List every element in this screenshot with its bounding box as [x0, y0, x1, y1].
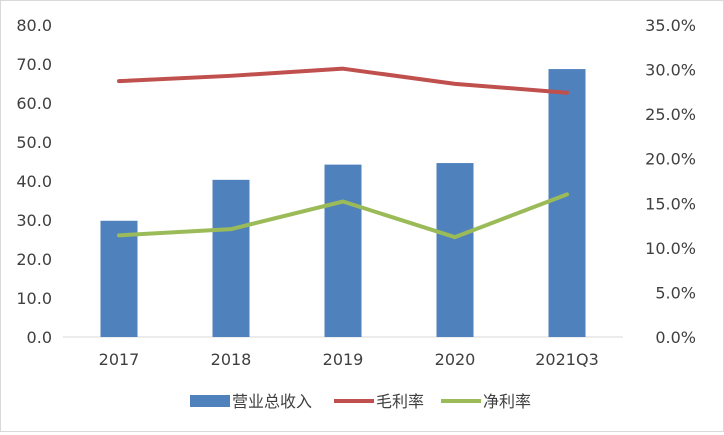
- revenue-bars: [100, 69, 586, 337]
- left-tick-label: 20.0: [16, 250, 52, 269]
- right-tick-label: 5.0%: [655, 283, 696, 302]
- right-tick-label: 10.0%: [645, 239, 696, 258]
- left-tick-label: 50.0: [16, 133, 52, 152]
- left-tick-label: 70.0: [16, 55, 52, 74]
- right-tick-label: 25.0%: [645, 105, 696, 124]
- revenue-bar: [212, 179, 250, 337]
- left-axis-ticks: 0.0 10.0 20.0 30.0 40.0 50.0 60.0 70.0 80.0: [16, 16, 52, 347]
- x-tick-label: 2021Q3: [535, 350, 599, 369]
- revenue-bar: [548, 69, 586, 337]
- legend-label: 净利率: [483, 392, 531, 411]
- left-tick-label: 30.0: [16, 211, 52, 230]
- legend-label: 毛利率: [376, 392, 424, 411]
- left-tick-label: 80.0: [16, 16, 52, 35]
- left-tick-label: 60.0: [16, 94, 52, 113]
- x-tick-label: 2019: [323, 350, 364, 369]
- x-tick-label: 2018: [211, 350, 252, 369]
- right-tick-label: 0.0%: [655, 328, 696, 347]
- right-tick-label: 30.0%: [645, 61, 696, 80]
- left-tick-label: 10.0: [16, 289, 52, 308]
- right-tick-label: 15.0%: [645, 194, 696, 213]
- x-axis-ticks: 2017 2018 2019 2020 2021Q3: [99, 350, 599, 369]
- right-tick-label: 35.0%: [645, 16, 696, 35]
- series-line: [117, 192, 569, 240]
- margin-lines: [117, 66, 569, 240]
- right-tick-label: 20.0%: [645, 150, 696, 169]
- revenue-bar: [436, 163, 474, 337]
- revenue-bar: [324, 164, 362, 337]
- legend-label: 营业总收入: [232, 392, 312, 411]
- revenue-bar: [100, 220, 138, 337]
- legend: 营业总收入 毛利率 净利率: [190, 392, 531, 411]
- right-axis-ticks: 0.0% 5.0% 10.0% 15.0% 20.0% 25.0% 30.0% 35.0%: [645, 16, 696, 347]
- series-line: [117, 66, 569, 95]
- left-tick-label: 0.0: [27, 328, 52, 347]
- left-tick-label: 40.0: [16, 172, 52, 191]
- x-tick-label: 2017: [99, 350, 140, 369]
- x-tick-label: 2020: [435, 350, 476, 369]
- legend-swatch: [190, 395, 230, 407]
